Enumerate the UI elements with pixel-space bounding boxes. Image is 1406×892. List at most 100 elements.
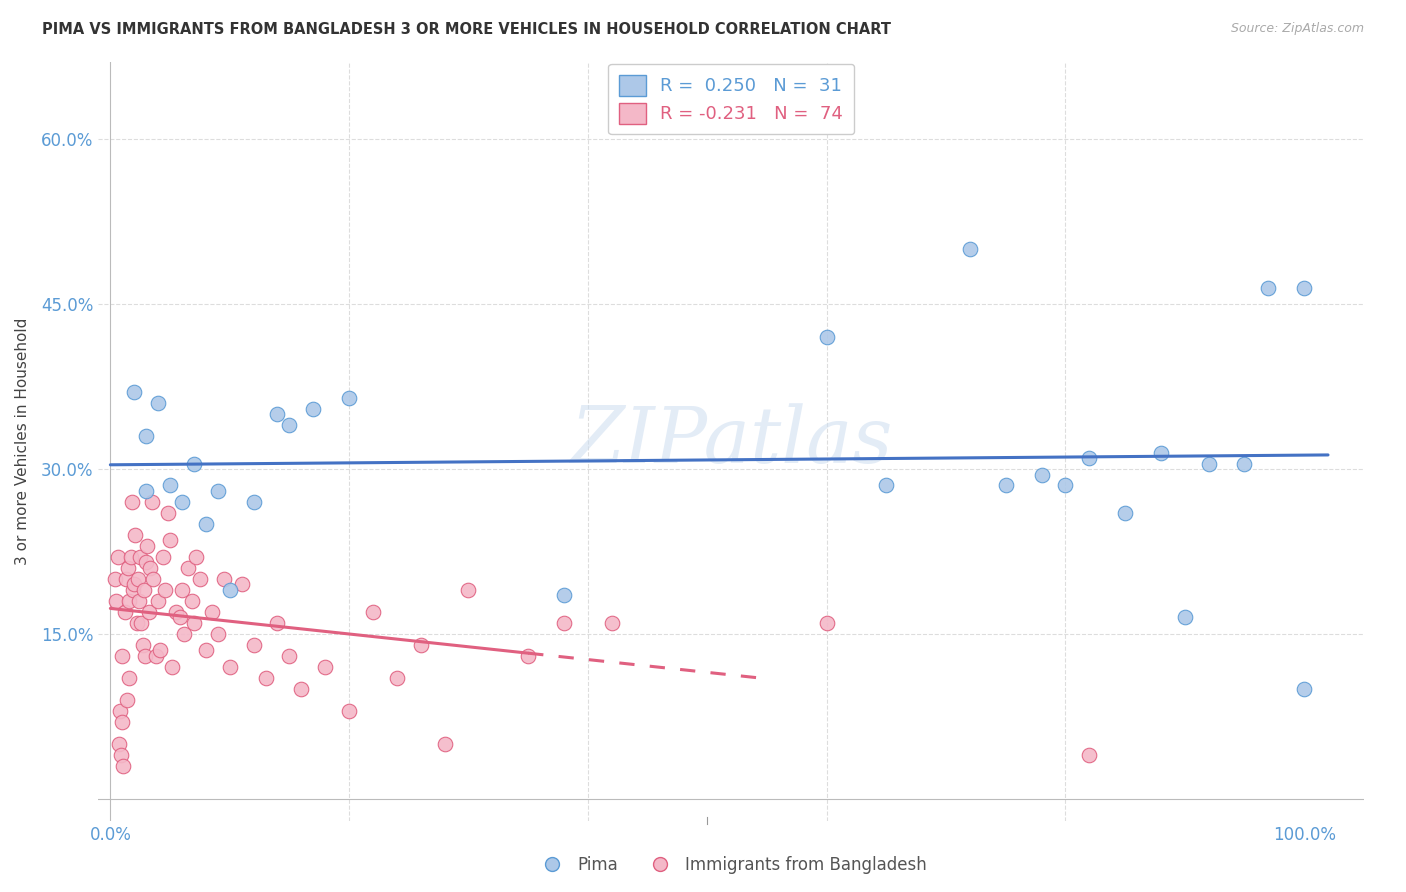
Point <box>146 594 169 608</box>
Point <box>141 495 163 509</box>
Point <box>815 330 838 344</box>
Point <box>124 528 146 542</box>
Point <box>155 582 177 597</box>
Point <box>1174 610 1197 624</box>
Point <box>114 605 136 619</box>
Point <box>122 385 145 400</box>
Point <box>1233 457 1256 471</box>
Point <box>173 627 195 641</box>
Point <box>115 692 138 706</box>
Point <box>131 638 153 652</box>
Point <box>266 615 288 630</box>
Point <box>105 594 128 608</box>
Point <box>138 605 160 619</box>
Point <box>254 671 277 685</box>
Point <box>186 549 208 564</box>
Point <box>1198 457 1220 471</box>
Point <box>314 660 336 674</box>
Point <box>278 418 301 433</box>
Point <box>994 478 1017 492</box>
Point <box>337 391 360 405</box>
Point <box>815 615 838 630</box>
Point <box>125 615 148 630</box>
Text: ZIPatlas: ZIPatlas <box>569 403 893 480</box>
Point <box>183 615 205 630</box>
Point <box>242 638 264 652</box>
Point <box>553 615 575 630</box>
Point <box>118 671 141 685</box>
Point <box>600 615 623 630</box>
Point <box>231 577 253 591</box>
Point <box>159 533 181 548</box>
Point <box>207 627 229 641</box>
Point <box>104 572 127 586</box>
Point <box>159 478 181 492</box>
Point <box>1114 506 1136 520</box>
Point <box>1294 281 1316 295</box>
Point <box>121 495 143 509</box>
Point <box>129 549 152 564</box>
Text: PIMA VS IMMIGRANTS FROM BANGLADESH 3 OR MORE VEHICLES IN HOUSEHOLD CORRELATION C: PIMA VS IMMIGRANTS FROM BANGLADESH 3 OR … <box>42 22 891 37</box>
Point <box>139 561 162 575</box>
Point <box>409 638 432 652</box>
Point <box>134 648 156 663</box>
Point <box>152 549 174 564</box>
Point <box>242 495 264 509</box>
Point <box>278 648 301 663</box>
Point <box>218 582 240 597</box>
Legend: Pima, Immigrants from Bangladesh: Pima, Immigrants from Bangladesh <box>529 849 934 880</box>
Point <box>117 561 139 575</box>
Point <box>156 506 179 520</box>
Point <box>183 457 205 471</box>
Point <box>145 648 167 663</box>
Point <box>128 594 150 608</box>
Point <box>361 605 384 619</box>
Point <box>337 704 360 718</box>
Point <box>162 660 184 674</box>
Point <box>142 572 165 586</box>
Point <box>165 605 187 619</box>
Point <box>118 594 141 608</box>
Point <box>115 572 138 586</box>
Point <box>959 242 981 256</box>
Point <box>136 539 159 553</box>
Point <box>1257 281 1279 295</box>
Y-axis label: 3 or more Vehicles in Household: 3 or more Vehicles in Household <box>15 318 30 566</box>
Point <box>180 594 202 608</box>
Point <box>188 572 211 586</box>
Point <box>110 747 132 762</box>
Point <box>146 396 169 410</box>
Point <box>194 516 217 531</box>
Point <box>122 582 145 597</box>
Text: Source: ZipAtlas.com: Source: ZipAtlas.com <box>1230 22 1364 36</box>
Point <box>135 483 157 498</box>
Point <box>170 582 193 597</box>
Point <box>107 737 129 751</box>
Point <box>266 407 288 421</box>
Point <box>875 478 897 492</box>
Point <box>385 671 408 685</box>
Point <box>517 648 540 663</box>
Point <box>1031 467 1053 482</box>
Point <box>135 429 157 443</box>
Point <box>108 704 131 718</box>
Point <box>302 401 325 416</box>
Point <box>120 549 142 564</box>
Point <box>290 681 312 696</box>
Point <box>194 643 217 657</box>
Point <box>433 737 456 751</box>
Point <box>1078 747 1101 762</box>
Point <box>212 572 235 586</box>
Point <box>1150 445 1173 459</box>
Point <box>201 605 224 619</box>
Point <box>1294 681 1316 696</box>
Point <box>169 610 191 624</box>
Point <box>111 714 134 729</box>
Point <box>207 483 229 498</box>
Point <box>457 582 479 597</box>
Point <box>107 549 129 564</box>
Point <box>112 758 135 772</box>
Point <box>122 577 145 591</box>
Point <box>111 648 134 663</box>
Point <box>149 643 172 657</box>
